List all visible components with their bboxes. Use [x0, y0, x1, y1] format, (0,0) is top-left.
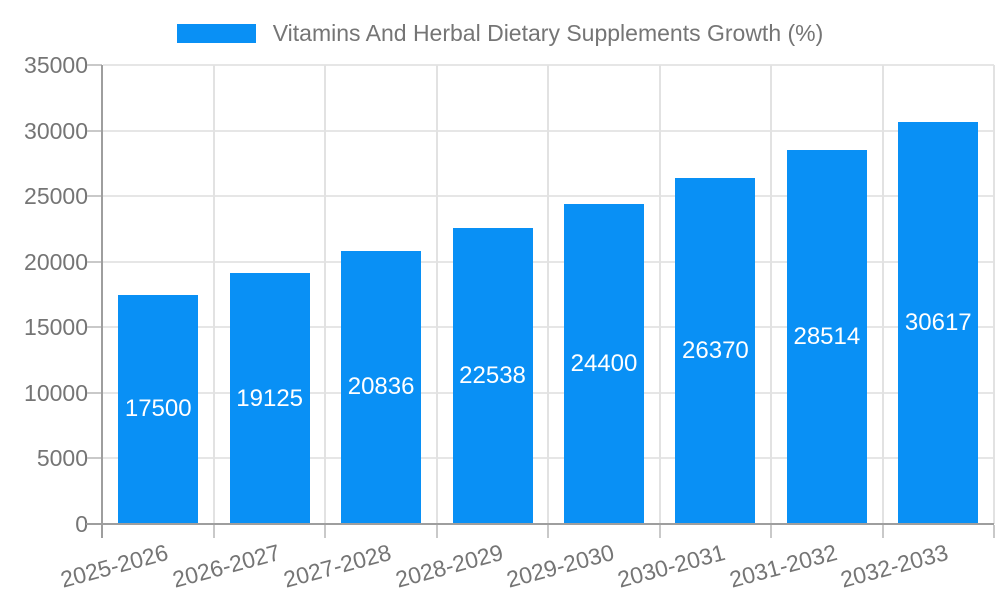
y-axis-tick — [87, 391, 102, 394]
y-axis-tick — [87, 457, 102, 460]
gridline-vertical — [324, 65, 327, 524]
x-axis-tick — [212, 525, 215, 538]
bar: 17500 — [118, 294, 199, 524]
bar-value-label: 26370 — [682, 337, 749, 365]
bar-value-label: 28514 — [793, 323, 861, 351]
y-axis-tick — [87, 64, 102, 66]
bar-value-label: 19125 — [236, 384, 304, 412]
bar-value-label: 22538 — [459, 362, 526, 390]
y-axis-tick-label: 30000 — [24, 117, 88, 144]
gridline-vertical — [212, 65, 215, 524]
y-axis-tick — [87, 260, 102, 263]
gridline-vertical — [993, 65, 995, 524]
bar: 28514 — [786, 150, 867, 524]
y-axis-line — [101, 65, 103, 538]
x-axis-tick — [770, 525, 773, 538]
x-axis-tick — [881, 525, 884, 538]
y-axis-tick — [87, 129, 102, 132]
gridline-vertical — [658, 65, 661, 524]
y-axis-tick-label: 25000 — [24, 183, 88, 210]
y-axis-tick-label: 15000 — [24, 314, 88, 341]
bar: 30617 — [898, 122, 979, 524]
legend-swatch — [176, 23, 256, 43]
bar: 24400 — [563, 204, 644, 524]
bar-value-label: 20836 — [347, 373, 415, 401]
bar-value-label: 17500 — [124, 395, 192, 423]
x-axis-tick — [324, 525, 327, 538]
bar: 20836 — [341, 250, 422, 524]
chart-legend: Vitamins And Herbal Dietary Supplements … — [0, 20, 1000, 46]
gridline-vertical — [435, 65, 438, 524]
bar-value-label: 30617 — [904, 309, 972, 337]
bar-value-label: 24400 — [570, 350, 638, 377]
x-axis-tick — [547, 525, 550, 538]
gridline-vertical — [881, 65, 884, 524]
bar: 22538 — [452, 228, 533, 524]
y-axis-tick-label: 35000 — [24, 52, 88, 78]
x-axis-tick — [993, 525, 995, 538]
bar: 26370 — [675, 178, 756, 524]
y-axis-tick — [87, 326, 102, 329]
y-axis-tick-label: 20000 — [24, 248, 88, 275]
x-axis-tick — [658, 525, 661, 538]
y-axis-tick-label: 0 — [75, 511, 88, 537]
y-axis-tick-label: 5000 — [36, 445, 88, 472]
x-axis-tick — [435, 525, 438, 538]
gridline-vertical — [770, 65, 773, 524]
y-axis-tick-label: 10000 — [24, 379, 88, 406]
gridline-vertical — [547, 65, 550, 524]
plot-area: 17500 19125 20836 22538 24400 26370 28514 30617 — [102, 64, 995, 524]
x-axis-line — [86, 523, 994, 525]
bar: 19125 — [229, 273, 310, 524]
y-axis-tick — [87, 195, 102, 198]
legend-label: Vitamins And Herbal Dietary Supplements … — [272, 19, 824, 46]
